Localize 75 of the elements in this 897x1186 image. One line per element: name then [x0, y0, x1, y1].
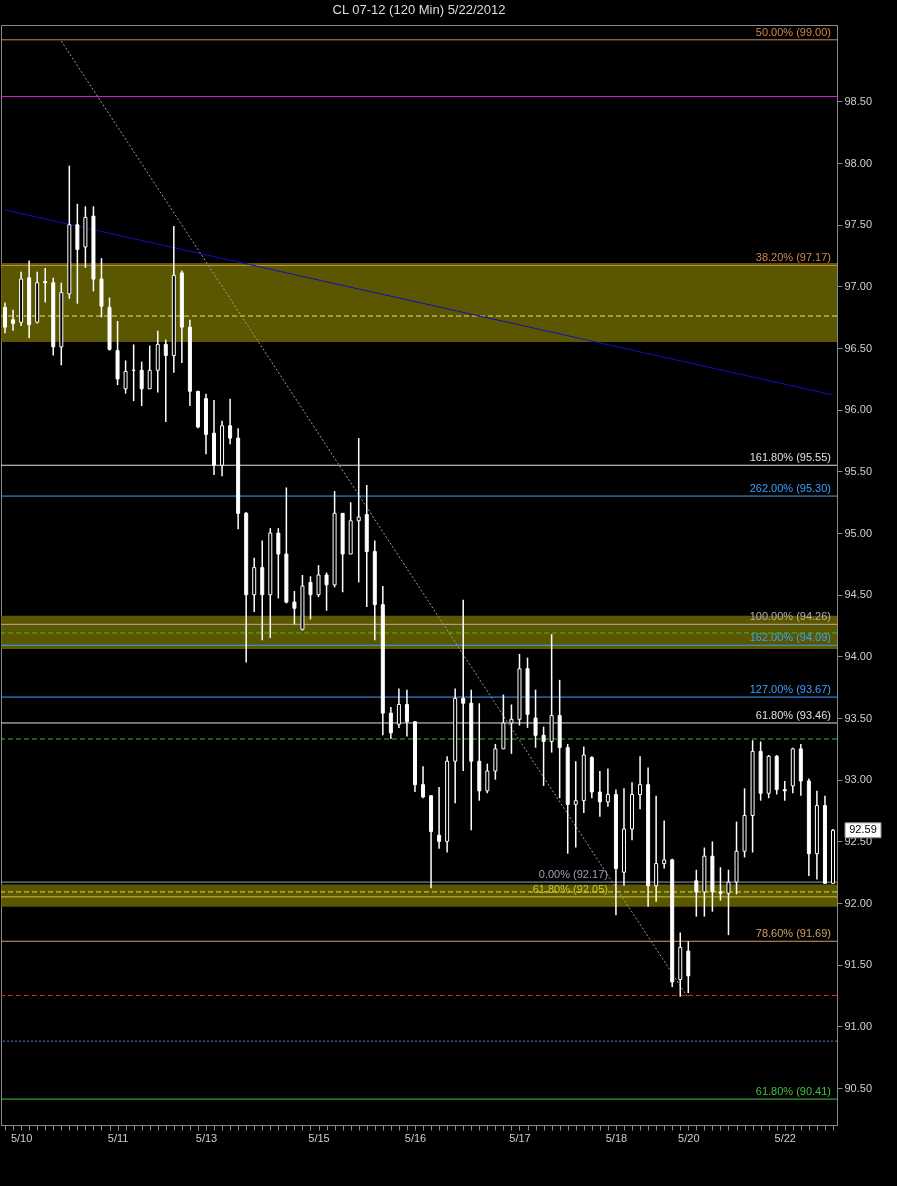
y-tick-label: 97.00 [844, 279, 873, 292]
candlestick [139, 360, 144, 407]
ref-line-label: 61.80% (92.05) [532, 882, 608, 895]
text: 92.59 [849, 823, 877, 836]
x-tick-label: 5/15 [308, 1131, 330, 1144]
candlestick [654, 794, 659, 903]
candlestick [292, 590, 297, 626]
candlestick [147, 344, 152, 390]
candlestick [276, 527, 281, 600]
candlestick [533, 688, 538, 749]
candlestick [461, 598, 466, 772]
ref-line-label: 262.00% (95.30) [749, 482, 831, 495]
y-tick-label: 90.50 [844, 1081, 873, 1094]
candlestick [123, 359, 128, 395]
candlestick [726, 868, 731, 936]
candlestick [638, 755, 643, 811]
candlestick [163, 338, 168, 423]
y-tick-label: 95.50 [844, 464, 873, 477]
ref-line-label: 162.00% (94.09) [749, 631, 831, 644]
candlestick [485, 762, 490, 795]
x-tick-label: 5/11 [107, 1131, 129, 1144]
ref-line-label: 0.00% (92.17) [538, 868, 608, 881]
ref-line-label: 100.00% (94.26) [749, 610, 831, 623]
candlestick [228, 397, 233, 446]
ref-line-label: 61.80% (93.46) [755, 708, 831, 721]
ref-line-label: 61.80% (90.41) [755, 1085, 831, 1098]
x-tick-label: 5/17 [509, 1131, 531, 1144]
y-tick-label: 98.00 [844, 156, 873, 169]
y-tick-label: 93.00 [844, 773, 873, 786]
x-tick-label: 5/20 [678, 1131, 700, 1144]
candlestick [11, 309, 16, 332]
y-tick-label: 93.50 [844, 711, 873, 724]
y-tick-label: 94.00 [844, 649, 873, 662]
candlestick [308, 575, 313, 621]
x-tick-label: 5/13 [195, 1131, 218, 1144]
y-tick-label: 96.00 [844, 403, 873, 416]
candlestick [597, 770, 602, 818]
y-tick-label: 92.00 [844, 896, 873, 909]
y-tick-label: 96.50 [844, 341, 873, 354]
x-tick-label: 5/18 [605, 1131, 628, 1144]
candlestick [541, 725, 546, 787]
candlestick [43, 267, 48, 304]
candlestick [573, 760, 578, 849]
ref-line-label: 50.00% (99.00) [755, 25, 831, 38]
ref-line-label: 161.80% (95.55) [749, 451, 831, 464]
x-tick-label: 5/22 [774, 1131, 796, 1144]
candlestick [356, 437, 361, 584]
y-tick-label: 91.50 [844, 958, 873, 971]
candlestick [3, 301, 8, 335]
candlestick [694, 868, 699, 918]
y-tick-label: 98.50 [844, 94, 873, 107]
candlestick [316, 564, 321, 598]
candlestick [605, 767, 610, 808]
chart-title: CL 07-12 (120 Min) 5/22/2012 [332, 2, 506, 17]
candlestick [662, 819, 667, 870]
candlestick [388, 706, 393, 740]
candlestick [396, 687, 401, 729]
candlestick [421, 765, 426, 799]
x-tick-label: 5/10 [10, 1131, 33, 1144]
y-tick-label: 91.00 [844, 1019, 873, 1032]
x-tick-label: 5/16 [404, 1131, 427, 1144]
y-tick-label: 97.50 [844, 218, 873, 231]
y-tick-label: 95.00 [844, 526, 873, 539]
ref-line-label: 38.20% (97.17) [755, 251, 831, 264]
candlestick [437, 786, 442, 850]
candlestick [509, 703, 514, 755]
candlestick [782, 780, 787, 802]
candlestick [324, 571, 329, 612]
ref-line-label: 127.00% (93.67) [749, 683, 831, 696]
candlestick [404, 688, 409, 738]
ref-line-label: 78.60% (91.69) [755, 927, 831, 940]
candlestick [493, 743, 498, 781]
candlestick [718, 866, 723, 902]
y-tick-label: 94.50 [844, 588, 873, 601]
y-tick-label: 92.50 [844, 834, 873, 847]
